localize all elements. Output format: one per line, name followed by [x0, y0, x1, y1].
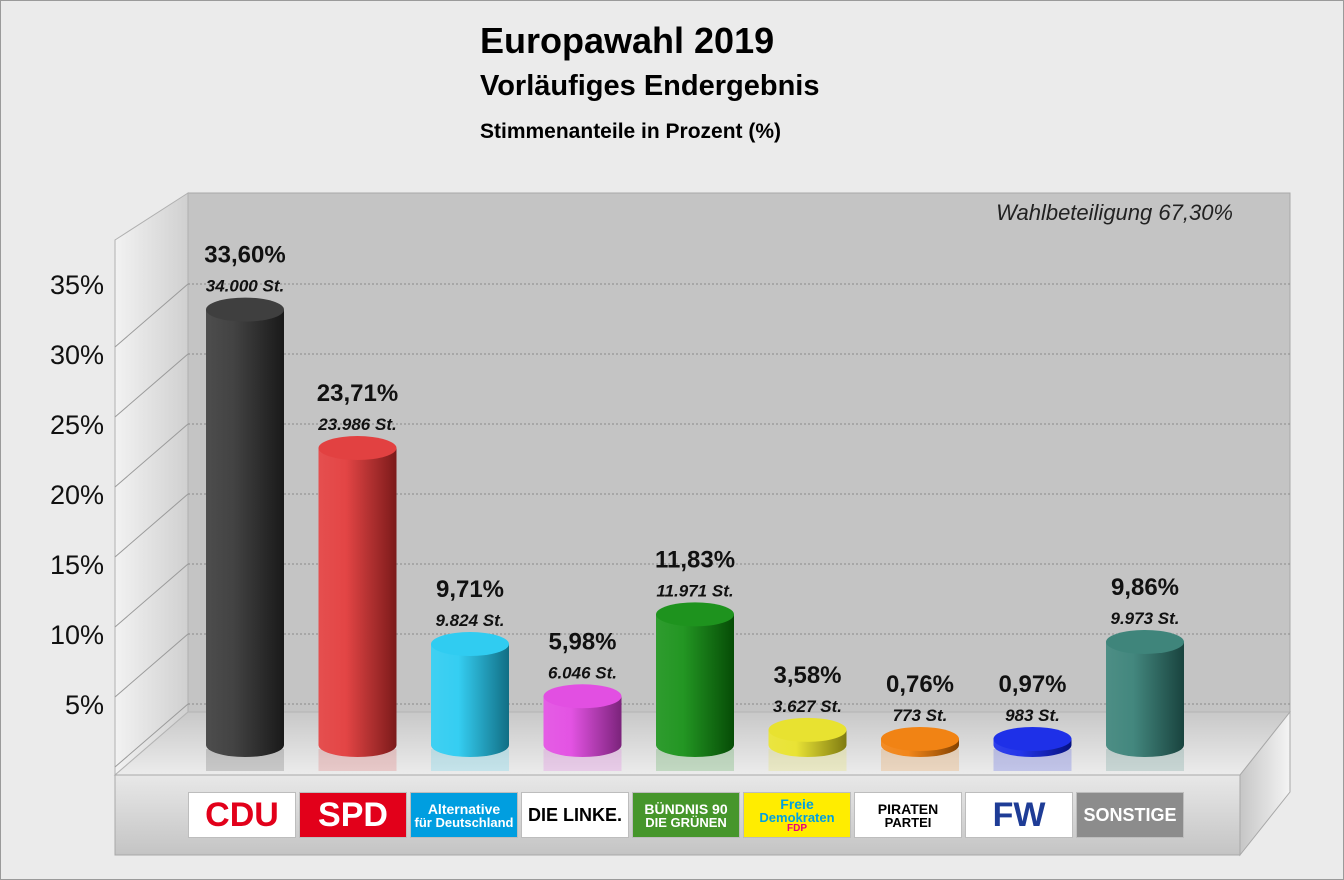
party-logo: Freie Demokraten FDP	[743, 792, 851, 838]
turnout-annotation: Wahlbeteiligung 67,30%	[996, 200, 1233, 225]
value-label: 3,58%	[773, 662, 841, 689]
gridlines	[114, 283, 1290, 768]
bar-top	[206, 297, 284, 322]
party-logo-text: für Deutschland	[414, 814, 514, 830]
y-tick-label: 35%	[50, 270, 104, 300]
party-logo: Alternative für Deutschland	[410, 792, 518, 838]
party-logo-text: FW	[992, 796, 1046, 834]
party-logo-text: BÜNDNIS 90	[644, 800, 728, 817]
bar-top	[543, 684, 622, 709]
party-logo: SPD	[299, 792, 407, 838]
party-logo-text: PIRATEN	[877, 800, 939, 817]
votes-label: 983 St.	[1005, 706, 1060, 725]
value-label: 5,98%	[548, 628, 616, 655]
party-logo: FW	[965, 792, 1073, 838]
y-tick-label: 15%	[50, 550, 104, 580]
y-tick-label: 10%	[50, 620, 104, 650]
votes-label: 11.971 St.	[656, 581, 733, 600]
votes-label: 23.986 St.	[317, 415, 396, 434]
party-logo-text: Freie	[780, 795, 814, 812]
party-logo-text: FDP	[787, 822, 807, 834]
party-logo: DIE LINKE.	[521, 792, 629, 838]
votes-label: 773 St.	[893, 706, 948, 725]
party-logo-text: DIE LINKE.	[527, 805, 622, 825]
gridline-side	[114, 423, 189, 488]
party-logo-text: SONSTIGE	[1083, 805, 1177, 825]
gridline-side	[114, 283, 189, 348]
party-logo-text: Alternative	[427, 800, 501, 817]
bar	[543, 696, 622, 757]
gridline-side	[114, 353, 189, 418]
value-label: 9,71%	[436, 576, 504, 603]
value-label: 0,97%	[998, 671, 1066, 698]
gridline-side	[114, 703, 189, 768]
y-tick-label: 5%	[65, 690, 104, 720]
y-tick-label: 20%	[50, 480, 104, 510]
votes-label: 3.627 St.	[773, 697, 842, 716]
party-logo: CDU	[188, 792, 296, 838]
y-tick-label: 25%	[50, 410, 104, 440]
party-logo-text: SPD	[318, 796, 388, 834]
bar	[1106, 641, 1184, 757]
votes-label: 6.046 St.	[548, 663, 617, 682]
bar-top	[431, 632, 509, 657]
bar-top	[1106, 629, 1184, 654]
party-logo: SONSTIGE	[1076, 792, 1184, 838]
party-logo-text: PARTEI	[884, 814, 932, 830]
y-axis-ticks: 5% 10% 15% 20% 25% 30% 35%	[50, 270, 104, 720]
party-logo-text: Demokraten	[759, 809, 835, 825]
bars	[206, 297, 1184, 771]
party-logo: PIRATEN PARTEI	[854, 792, 962, 838]
gridline-side	[114, 493, 189, 558]
base-side	[1239, 710, 1291, 857]
value-label: 11,83%	[655, 546, 735, 573]
party-logo-text: CDU	[205, 796, 279, 834]
chart-subtitle-unit: Stimmenanteile in Prozent (%)	[480, 120, 782, 143]
bar	[206, 309, 284, 757]
bar-top	[993, 727, 1072, 751]
bar-top	[881, 727, 959, 751]
bar	[431, 644, 509, 757]
chart-title: Europawahl 2019	[480, 20, 775, 61]
party-logo-text: DIE GRÜNEN	[645, 814, 727, 830]
value-label: 23,71%	[317, 380, 398, 407]
bar	[656, 614, 734, 757]
votes-label: 34.000 St.	[206, 277, 284, 296]
bar-top	[768, 717, 847, 742]
bar-top	[656, 602, 734, 627]
gridline-side	[114, 633, 189, 698]
value-label: 33,60%	[204, 242, 285, 269]
bar	[318, 448, 397, 757]
party-logo: BÜNDNIS 90 DIE GRÜNEN	[632, 792, 740, 838]
votes-label: 9.824 St.	[436, 611, 505, 630]
bar-top	[318, 436, 397, 461]
value-label: 0,76%	[886, 671, 954, 698]
chart-subtitle: Vorläufiges Endergebnis	[480, 70, 820, 102]
votes-label: 9.973 St.	[1111, 609, 1180, 628]
y-tick-label: 30%	[50, 340, 104, 370]
gridline-side	[114, 563, 189, 628]
value-label: 9,86%	[1111, 574, 1179, 601]
data-labels: Wahlbeteiligung 67,30% 33,60% 34.000 St. 23…	[204, 200, 1233, 725]
